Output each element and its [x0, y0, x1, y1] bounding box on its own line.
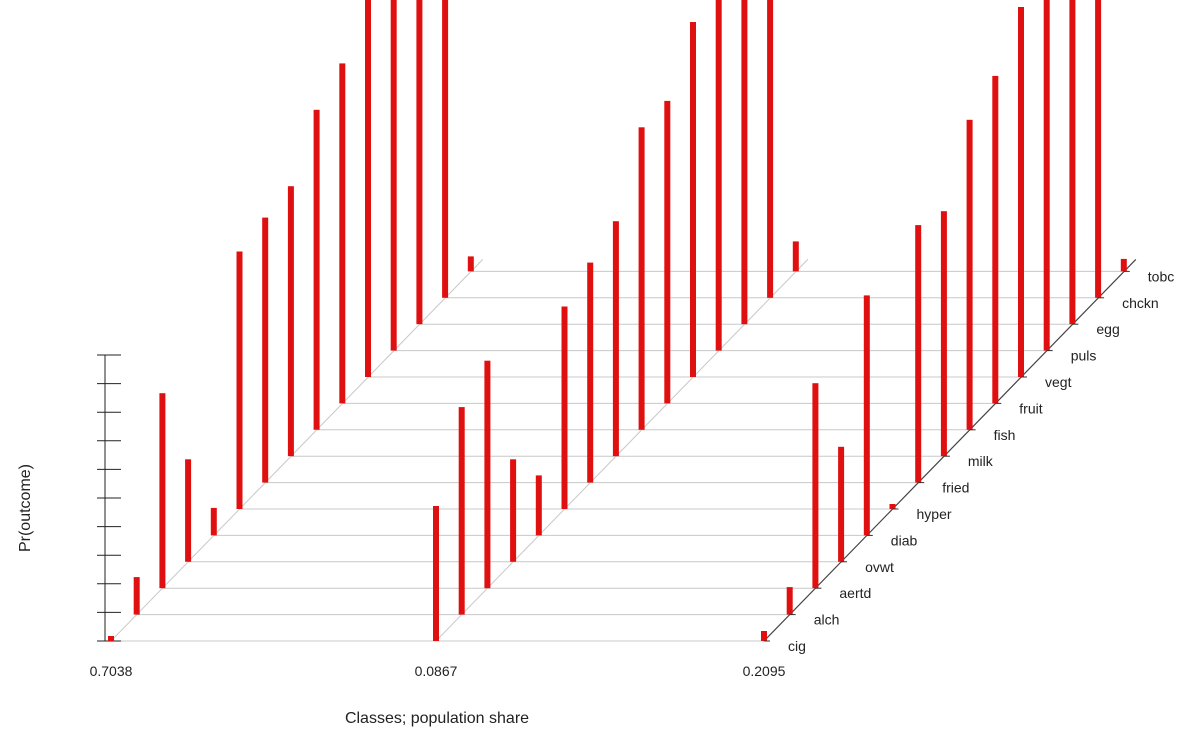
bar-fruit-2	[664, 100, 671, 404]
bar-hyper-3	[889, 504, 896, 509]
bar-aertd-2	[484, 360, 491, 589]
bar-diab-1	[210, 507, 217, 536]
bar-puls-2	[715, 0, 722, 351]
item-label: fruit	[1019, 400, 1042, 416]
bar-hyper-2	[561, 306, 568, 509]
class-labels: 0.7038 0.0867 0.2095	[90, 663, 786, 679]
item-label: fried	[942, 480, 969, 496]
bars	[108, 0, 1127, 641]
bar-milk-3	[940, 211, 947, 457]
y-axis	[97, 354, 121, 642]
bar-fish-3	[966, 119, 973, 430]
bar-alch-3	[786, 587, 793, 615]
bar-cig-1	[108, 636, 114, 641]
bar-fried-3	[915, 225, 922, 483]
bar-egg-1	[416, 0, 423, 325]
bar-vegt-3	[1018, 7, 1024, 377]
bar-chckn-1	[442, 0, 449, 298]
bar-puls-3	[1043, 0, 1050, 351]
item-label: hyper	[917, 506, 952, 522]
bar-fish-2	[638, 127, 645, 430]
item-label: egg	[1096, 321, 1119, 337]
bar-egg-3	[1069, 0, 1076, 325]
class-label: 0.2095	[743, 663, 786, 679]
item-label: vegt	[1045, 374, 1072, 390]
bar-tobc-3	[1120, 258, 1127, 272]
bar-tobc-1	[467, 256, 474, 272]
item-label: chckn	[1122, 295, 1159, 311]
item-label: milk	[968, 453, 994, 469]
bar-puls-1	[390, 0, 397, 351]
bar-fish-1	[313, 109, 320, 430]
item-label: fish	[994, 427, 1016, 443]
bar-fruit-1	[339, 63, 346, 404]
bar-fried-2	[587, 262, 594, 483]
bar-cig-2	[433, 506, 439, 641]
bar-aertd-1	[159, 393, 166, 589]
grid-diagonal-line	[110, 259, 484, 642]
bar-ovwt-1	[185, 459, 192, 562]
depth-axis-line	[763, 258, 1137, 642]
class-label: 0.7038	[90, 663, 133, 679]
item-label: diab	[891, 532, 918, 548]
bar-alch-2	[458, 407, 465, 615]
y-axis-title: Pr(outcome)	[17, 464, 34, 552]
bar-vegt-1	[365, 0, 371, 377]
bar-ovwt-3	[838, 446, 845, 562]
bar-hyper-1	[236, 251, 243, 509]
bar-diab-3	[863, 295, 870, 536]
item-label: puls	[1071, 348, 1097, 364]
bar-chckn-3	[1095, 0, 1102, 298]
bar-milk-2	[612, 221, 619, 457]
bar-cig-3	[761, 631, 767, 641]
bar-egg-2	[741, 0, 748, 325]
bar-chckn-2	[767, 0, 774, 298]
item-label: tobc	[1148, 268, 1174, 284]
item-label: alch	[814, 612, 840, 628]
item-label: ovwt	[865, 559, 894, 575]
bar-milk-1	[287, 186, 294, 457]
bar-fruit-3	[992, 75, 999, 404]
bar-aertd-3	[812, 383, 819, 589]
grid-diagonal-line	[435, 259, 809, 642]
bar-vegt-2	[690, 22, 696, 377]
bar-tobc-2	[792, 241, 799, 272]
bar-alch-1	[133, 577, 140, 615]
bar-ovwt-2	[510, 459, 517, 562]
bar-fried-1	[262, 217, 269, 483]
item-label: aertd	[839, 585, 871, 601]
class-label: 0.0867	[415, 663, 458, 679]
item-label: cig	[788, 638, 806, 654]
bar-diab-2	[535, 475, 542, 536]
x-axis-title: Classes; population share	[345, 710, 529, 727]
